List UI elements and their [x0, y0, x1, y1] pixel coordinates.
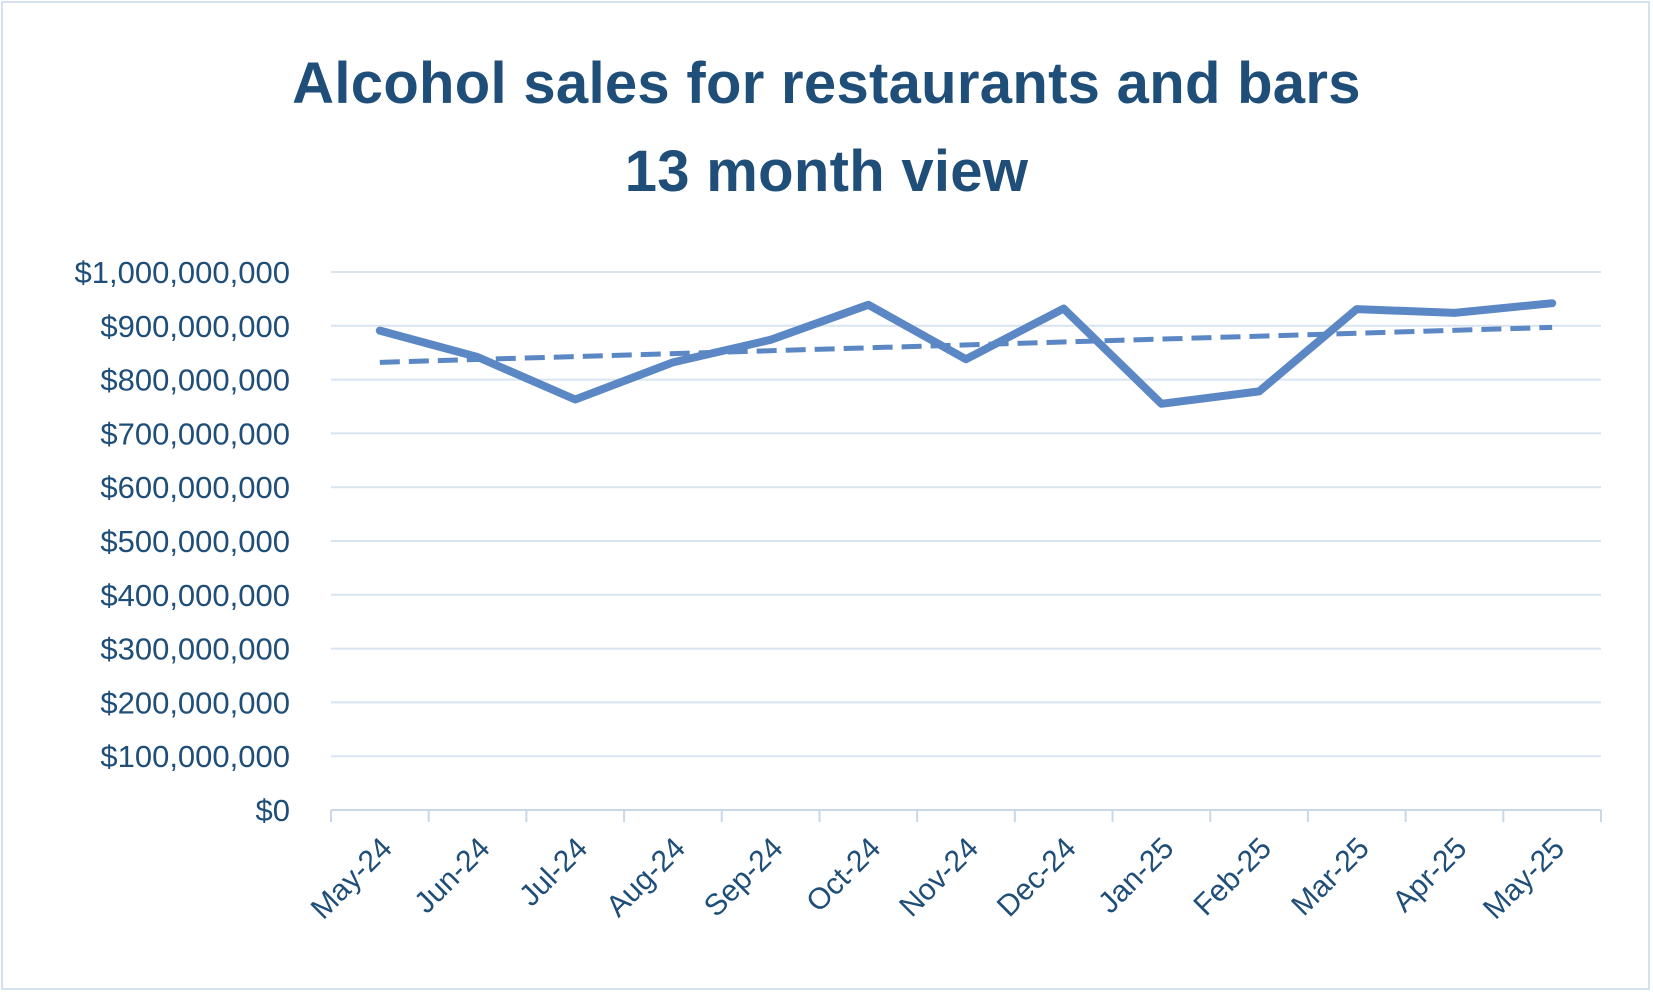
- data-point: [1354, 307, 1359, 312]
- data-point: [1257, 389, 1262, 394]
- y-axis-tick-labels: $0 $100,000,000 $200,000,000 $300,000,000 $4…: [75, 255, 291, 828]
- x-tick-label: Jul-24: [513, 832, 594, 913]
- gridlines: [331, 271, 1601, 758]
- data-point: [377, 328, 382, 333]
- trendline: [379, 324, 1553, 365]
- series-layer: [375, 299, 1557, 408]
- chart-title-line-2: 13 month view: [624, 139, 1029, 204]
- y-tick-label: $900,000,000: [100, 309, 290, 344]
- x-tick-label: May-25: [1477, 832, 1571, 926]
- x-axis-tick-labels: May-24 Jun-24 Jul-24 Aug-24 Sep-24 Oct-24 Nov-…: [305, 832, 1571, 926]
- chart-title-line-1: Alcohol sales for restaurants and bars: [292, 51, 1361, 116]
- x-tick-label: Mar-25: [1285, 832, 1376, 923]
- x-tick-label: Jan-25: [1092, 832, 1180, 920]
- y-tick-label: $300,000,000: [100, 632, 290, 667]
- data-point: [1550, 301, 1555, 306]
- y-tick-label: $500,000,000: [100, 524, 290, 559]
- x-tick-label: Sep-24: [698, 832, 790, 924]
- x-tick-label: Apr-25: [1386, 832, 1473, 919]
- data-point: [475, 355, 480, 360]
- y-tick-label: $400,000,000: [100, 578, 290, 613]
- x-tick-label: Dec-24: [991, 832, 1083, 924]
- data-point: [1452, 310, 1457, 315]
- y-tick-label: $700,000,000: [100, 416, 290, 451]
- data-point: [573, 397, 578, 402]
- data-point: [768, 337, 773, 342]
- x-axis: [330, 809, 1602, 822]
- data-point: [1061, 306, 1066, 311]
- y-tick-label: $0: [256, 793, 290, 828]
- x-tick-label: Feb-25: [1187, 832, 1278, 923]
- series-line: [375, 299, 1557, 408]
- y-tick-label: $600,000,000: [100, 470, 290, 505]
- y-tick-label: $800,000,000: [100, 363, 290, 398]
- data-point: [670, 360, 675, 365]
- x-tick-label: Aug-24: [600, 832, 692, 924]
- data-point: [1159, 401, 1164, 406]
- x-tick-label: May-24: [305, 832, 399, 926]
- x-tick-label: Nov-24: [893, 832, 985, 924]
- y-tick-label: $100,000,000: [100, 739, 290, 774]
- y-tick-label: $200,000,000: [100, 685, 290, 720]
- x-tick-label: Oct-24: [800, 832, 887, 919]
- x-tick-label: Jun-24: [408, 832, 496, 920]
- data-point: [866, 302, 871, 307]
- data-point: [964, 357, 968, 362]
- y-tick-label: $1,000,000,000: [75, 255, 291, 290]
